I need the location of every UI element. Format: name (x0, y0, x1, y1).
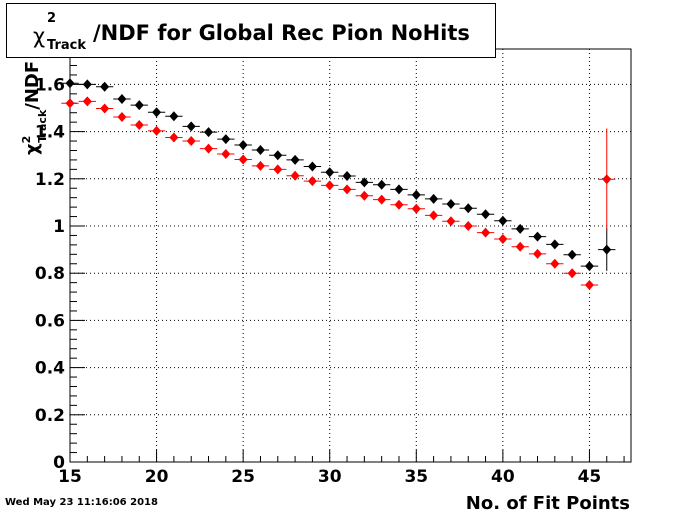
y-tick-label: 0 (53, 453, 65, 473)
data-point (584, 280, 594, 290)
chart-title: /NDF for Global Rec Pion NoHits (93, 21, 470, 45)
data-point (446, 199, 456, 210)
series-0 (61, 78, 616, 272)
y-tick-label: 0.2 (35, 406, 65, 426)
x-tick-label: 45 (578, 467, 602, 487)
title-subscript: Track (47, 38, 86, 53)
data-point (255, 160, 265, 171)
data-point (550, 239, 560, 250)
y-axis-title: χ2 Track/NDF (20, 61, 49, 155)
data-point (255, 145, 265, 156)
data-point (377, 194, 387, 205)
y-tick-label: 1.2 (35, 170, 65, 190)
data-point (307, 161, 317, 172)
data-point (221, 134, 231, 145)
x-tick-label: 20 (145, 467, 169, 487)
data-point (463, 221, 473, 231)
data-point (584, 261, 594, 272)
data-point (567, 268, 577, 279)
tick-labels: 15 20 25 30 35 40 45 0 0.2 0.4 0.6 0.8 1 1.2 1.4 1.6 (35, 75, 601, 487)
data-point (186, 136, 196, 147)
chart-title-box: χ 2 Track /NDF for Global Rec Pion NoHit… (6, 3, 496, 58)
timestamp: Wed May 23 11:16:06 2018 (5, 497, 158, 508)
data-point (533, 231, 542, 242)
data-point (325, 180, 335, 191)
data-point (550, 258, 560, 269)
x-tick-label: 40 (491, 467, 515, 487)
data-point (498, 233, 508, 244)
y-tick-label: 1.4 (35, 123, 65, 143)
series-1 (61, 96, 616, 290)
y-axis-ndf: /NDF (22, 61, 43, 110)
data-point (463, 203, 473, 214)
data-point (169, 132, 179, 143)
data-point (602, 174, 612, 185)
y-axis-sup: 2 (20, 136, 33, 144)
y-tick-label: 0.8 (35, 264, 65, 284)
data-point (342, 184, 352, 195)
y-tick-label: 0.4 (35, 359, 65, 379)
data-point (117, 111, 127, 122)
data-point (238, 154, 248, 165)
data-point (204, 143, 214, 154)
data-point (359, 190, 369, 201)
data-point (307, 176, 317, 187)
x-axis-title: No. of Fit Points (466, 493, 630, 514)
data-point (411, 189, 421, 200)
data-point (117, 94, 127, 105)
data-point (290, 170, 300, 181)
y-tick-label: 0.6 (35, 311, 65, 331)
data-point (134, 100, 144, 111)
data-point (481, 209, 491, 220)
data-point (533, 248, 542, 259)
data-point (65, 78, 75, 89)
x-tick-label: 15 (58, 467, 82, 487)
data-point (152, 125, 162, 136)
y-axis-chi: χ (22, 143, 43, 155)
data-point (100, 103, 110, 114)
data-point (82, 96, 92, 107)
data-point (498, 215, 508, 226)
data-point (377, 179, 387, 190)
data-point (394, 184, 404, 195)
data-point (446, 216, 456, 227)
grid-lines (70, 49, 631, 462)
data-point (325, 167, 335, 178)
data-point (134, 119, 144, 130)
data-point (273, 164, 283, 175)
data-point (515, 241, 525, 252)
data-point (65, 98, 75, 109)
data-point (221, 149, 231, 160)
data-point (100, 81, 110, 92)
data-point (169, 111, 179, 122)
x-tick-label: 30 (318, 467, 342, 487)
data-point (481, 227, 491, 238)
data-point (82, 79, 92, 90)
data-point (359, 177, 369, 188)
data-point (567, 249, 577, 260)
data-point (152, 107, 162, 118)
data-point (411, 203, 421, 214)
data-point (273, 150, 283, 161)
y-tick-label: 1 (53, 217, 65, 237)
x-tick-label: 25 (231, 467, 255, 487)
data-point (290, 154, 300, 165)
data-point (186, 121, 196, 132)
title-chi-symbol: χ (33, 24, 46, 48)
data-point (602, 244, 612, 255)
data-point (429, 193, 439, 204)
data-point (429, 210, 439, 221)
y-tick-label: 1.6 (35, 75, 65, 95)
data-markers (61, 78, 616, 290)
title-superscript: 2 (47, 11, 57, 26)
data-point (238, 140, 248, 151)
data-point (342, 170, 352, 181)
data-point (204, 127, 214, 138)
x-tick-label: 35 (404, 467, 428, 487)
y-axis-sub: Track (36, 109, 49, 143)
data-point (515, 223, 525, 234)
data-point (394, 199, 404, 210)
